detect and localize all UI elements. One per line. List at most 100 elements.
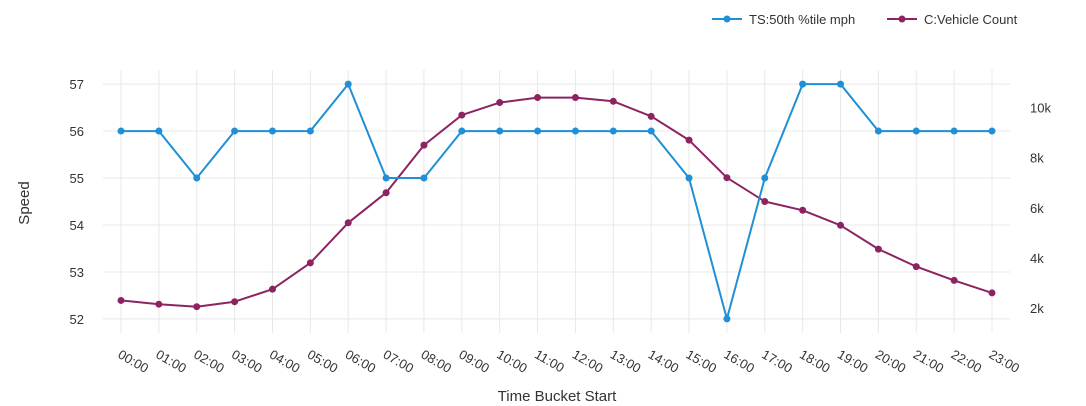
- series-line: [120, 96, 993, 308]
- legend-marker: [723, 15, 731, 23]
- data-point[interactable]: [874, 127, 882, 135]
- data-point[interactable]: [571, 127, 579, 135]
- y2-tick-label: 8k: [1030, 151, 1044, 166]
- data-point[interactable]: [496, 127, 504, 135]
- x-tick-label: 20:00: [873, 347, 909, 376]
- data-point[interactable]: [761, 198, 769, 205]
- data-point[interactable]: [609, 127, 617, 135]
- data-point[interactable]: [988, 289, 996, 297]
- x-tick-label: 12:00: [570, 347, 606, 376]
- data-point[interactable]: [344, 219, 352, 227]
- data-point[interactable]: [534, 94, 542, 102]
- series-line: [121, 83, 992, 320]
- data-point[interactable]: [571, 94, 579, 102]
- y-tick-label: 54: [70, 218, 84, 233]
- data-point[interactable]: [799, 80, 807, 88]
- x-tick-label: 06:00: [343, 347, 379, 376]
- x-tick-label: 16:00: [721, 347, 757, 376]
- data-point[interactable]: [723, 315, 731, 323]
- data-point[interactable]: [382, 189, 390, 197]
- data-point[interactable]: [382, 174, 390, 182]
- x-tick-label: 00:00: [116, 347, 152, 376]
- y-tick-label: 52: [70, 312, 84, 327]
- data-point[interactable]: [874, 245, 882, 253]
- y-tick-label: 56: [70, 124, 84, 139]
- x-tick-label: 02:00: [191, 347, 227, 376]
- x-tick-label: 18:00: [797, 347, 833, 376]
- x-tick-label: 01:00: [153, 347, 189, 376]
- data-point[interactable]: [420, 174, 428, 182]
- x-tick-label: 14:00: [646, 347, 682, 376]
- legend[interactable]: TS:50th %tile mph C:Vehicle Count: [712, 12, 1018, 27]
- x-tick-label: 10:00: [494, 347, 530, 376]
- y-tick-label: 57: [70, 77, 84, 92]
- data-point[interactable]: [231, 127, 239, 135]
- data-point[interactable]: [647, 112, 655, 120]
- x-tick-label: 05:00: [305, 347, 341, 376]
- data-point[interactable]: [609, 97, 617, 105]
- x-tick-label: 21:00: [911, 347, 947, 376]
- x-tick-label: 23:00: [987, 347, 1023, 376]
- x-tick-label: 11:00: [532, 347, 567, 376]
- data-point[interactable]: [837, 80, 845, 88]
- series-layer: [117, 80, 996, 323]
- x-tick-label: 04:00: [267, 347, 303, 376]
- data-point[interactable]: [685, 136, 693, 144]
- x-axis-title: Time Bucket Start: [498, 388, 617, 405]
- x-axis: 00:00 01:00 02:00 03:00 04:00 05:00 06:00 07:00…: [116, 347, 1023, 376]
- data-point[interactable]: [193, 303, 201, 311]
- data-point[interactable]: [988, 127, 996, 135]
- data-point[interactable]: [950, 276, 958, 284]
- data-point[interactable]: [231, 298, 239, 306]
- data-point[interactable]: [799, 206, 807, 214]
- data-point[interactable]: [458, 111, 466, 119]
- y2-tick-label: 10k: [1030, 101, 1051, 116]
- x-tick-label: 13:00: [608, 347, 644, 376]
- grid: [103, 70, 1010, 333]
- data-point[interactable]: [496, 99, 504, 107]
- data-point[interactable]: [912, 127, 920, 135]
- y2-tick-label: 6k: [1030, 201, 1044, 216]
- data-point[interactable]: [268, 127, 276, 135]
- data-point[interactable]: [837, 221, 845, 229]
- x-tick-label: 19:00: [835, 347, 871, 376]
- data-point[interactable]: [268, 285, 276, 293]
- legend-item[interactable]: TS:50th %tile mph: [712, 12, 855, 27]
- legend-label: TS:50th %tile mph: [749, 12, 855, 27]
- data-point[interactable]: [344, 80, 352, 88]
- data-point[interactable]: [193, 174, 201, 182]
- data-point[interactable]: [685, 174, 693, 182]
- data-point[interactable]: [950, 127, 958, 135]
- x-tick-label: 09:00: [456, 347, 492, 376]
- x-tick-label: 17:00: [759, 347, 795, 376]
- data-point[interactable]: [647, 127, 655, 135]
- legend-item[interactable]: C:Vehicle Count: [887, 12, 1018, 27]
- y-axis-right: 2k 4k 6k 8k 10k: [1030, 101, 1051, 316]
- y-axis-left: 52 53 54 55 56 57: [70, 77, 84, 327]
- data-point[interactable]: [458, 127, 466, 135]
- data-point[interactable]: [912, 263, 920, 271]
- data-point[interactable]: [117, 296, 125, 304]
- x-tick-label: 07:00: [381, 347, 417, 376]
- data-point[interactable]: [117, 127, 125, 135]
- y2-tick-label: 4k: [1030, 251, 1044, 266]
- x-tick-label: 15:00: [684, 347, 720, 376]
- legend-label: C:Vehicle Count: [924, 12, 1018, 27]
- data-point[interactable]: [534, 127, 542, 135]
- y-tick-label: 53: [70, 265, 84, 280]
- data-point[interactable]: [306, 259, 314, 267]
- data-point[interactable]: [761, 174, 769, 182]
- x-tick-label: 22:00: [949, 347, 985, 376]
- data-point[interactable]: [723, 174, 731, 182]
- data-point[interactable]: [420, 141, 428, 149]
- y-tick-label: 55: [70, 171, 84, 186]
- y-axis-title: Speed: [16, 181, 33, 224]
- x-tick-label: 08:00: [418, 347, 454, 376]
- y2-tick-label: 2k: [1030, 301, 1044, 316]
- x-tick-label: 03:00: [229, 347, 265, 376]
- data-point[interactable]: [306, 127, 314, 135]
- legend-marker: [898, 15, 906, 23]
- data-point[interactable]: [155, 127, 163, 135]
- data-point[interactable]: [155, 300, 163, 308]
